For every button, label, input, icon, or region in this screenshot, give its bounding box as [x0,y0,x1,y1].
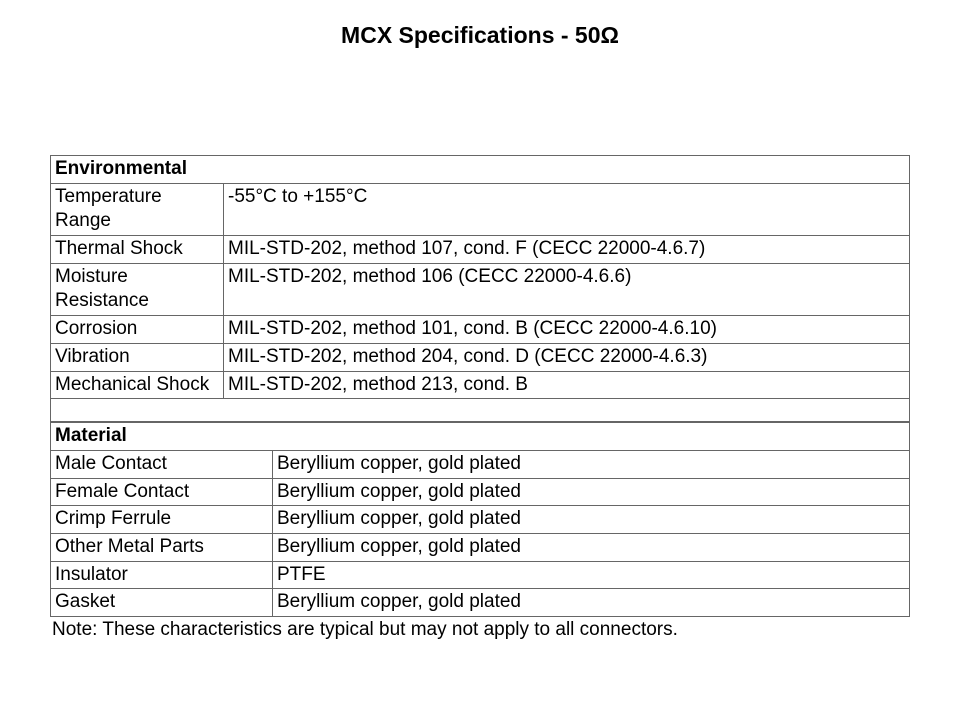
spec-label: Female Contact [51,478,273,506]
table-row: Female Contact Beryllium copper, gold pl… [51,478,910,506]
spec-label: Male Contact [51,450,273,478]
spec-value: Beryllium copper, gold plated [273,506,910,534]
page: MCX Specifications - 50Ω Environmental T… [0,0,960,720]
spec-label: Temperature Range [51,183,224,235]
section-header-row: Material [51,423,910,451]
spec-value: MIL-STD-202, method 107, cond. F (CECC 2… [224,236,910,264]
table-row: Crimp Ferrule Beryllium copper, gold pla… [51,506,910,534]
spec-value: Beryllium copper, gold plated [273,450,910,478]
spec-value: -55°C to +155°C [224,183,910,235]
spec-label: Corrosion [51,316,224,344]
spec-value: PTFE [273,561,910,589]
spec-label: Other Metal Parts [51,533,273,561]
spec-value: MIL-STD-202, method 213, cond. B [224,371,910,399]
spec-table-material: Material Male Contact Beryllium copper, … [50,422,910,617]
table-row: Thermal Shock MIL-STD-202, method 107, c… [51,236,910,264]
table-row: Temperature Range -55°C to +155°C [51,183,910,235]
spec-label: Thermal Shock [51,236,224,264]
spec-label: Mechanical Shock [51,371,224,399]
spec-table: Environmental Temperature Range -55°C to… [50,155,910,422]
spec-value: MIL-STD-202, method 101, cond. B (CECC 2… [224,316,910,344]
section-header-material: Material [51,423,910,451]
spec-value: Beryllium copper, gold plated [273,589,910,617]
section-header-row: Environmental [51,156,910,184]
spacer-row [51,399,910,422]
spec-value: MIL-STD-202, method 106 (CECC 22000-4.6.… [224,263,910,315]
table-row: Male Contact Beryllium copper, gold plat… [51,450,910,478]
table-row: Insulator PTFE [51,561,910,589]
table-row: Moisture Resistance MIL-STD-202, method … [51,263,910,315]
table-row: Other Metal Parts Beryllium copper, gold… [51,533,910,561]
spacer-cell [51,399,910,422]
spec-value: Beryllium copper, gold plated [273,478,910,506]
table-row: Corrosion MIL-STD-202, method 101, cond.… [51,316,910,344]
table-row: Mechanical Shock MIL-STD-202, method 213… [51,371,910,399]
spec-label: Moisture Resistance [51,263,224,315]
spec-value: Beryllium copper, gold plated [273,533,910,561]
spec-label: Crimp Ferrule [51,506,273,534]
table-row: Gasket Beryllium copper, gold plated [51,589,910,617]
spec-value: MIL-STD-202, method 204, cond. D (CECC 2… [224,343,910,371]
section-header-environmental: Environmental [51,156,910,184]
spec-label: Gasket [51,589,273,617]
spec-label: Insulator [51,561,273,589]
spec-table-container: Environmental Temperature Range -55°C to… [50,155,910,641]
spec-label: Vibration [51,343,224,371]
table-row: Vibration MIL-STD-202, method 204, cond.… [51,343,910,371]
footnote: Note: These characteristics are typical … [50,617,910,641]
page-title: MCX Specifications - 50Ω [0,0,960,49]
